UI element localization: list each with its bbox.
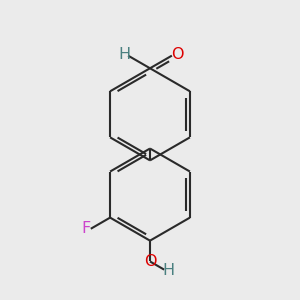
Text: H: H: [118, 46, 130, 62]
Text: O: O: [171, 47, 184, 62]
Text: F: F: [81, 221, 91, 236]
Text: H: H: [163, 263, 175, 278]
Text: O: O: [144, 254, 156, 269]
